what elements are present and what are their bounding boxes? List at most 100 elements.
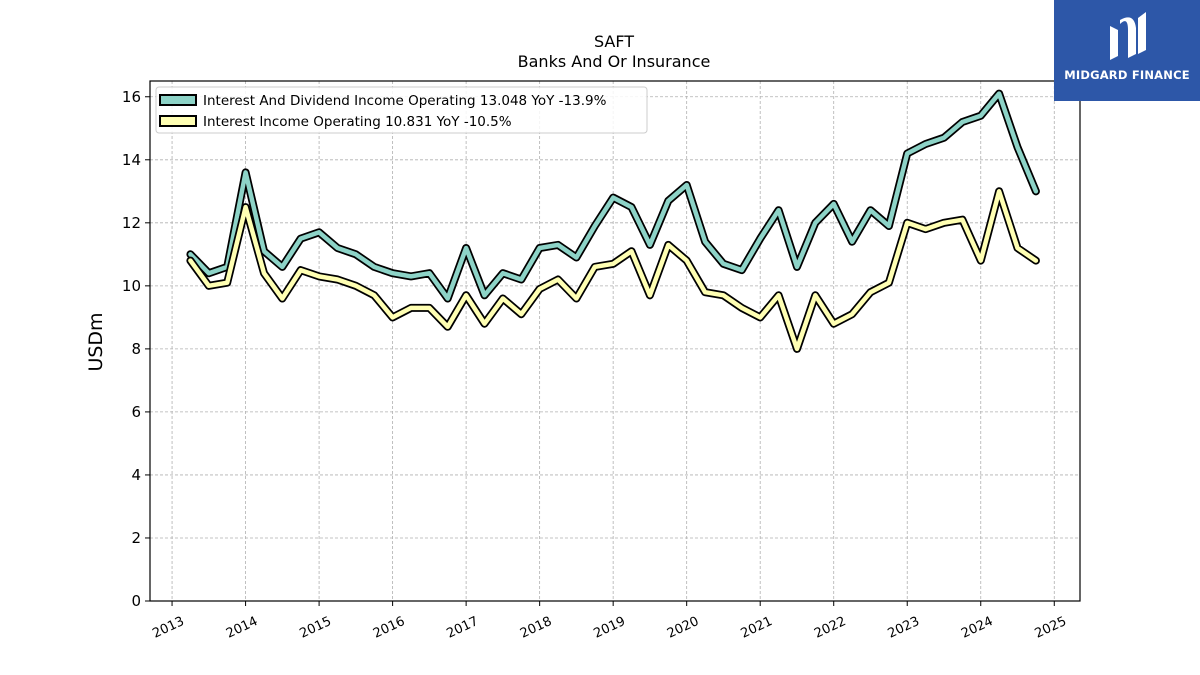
data-point	[502, 272, 504, 275]
data-point	[483, 294, 486, 297]
data-point	[465, 247, 467, 249]
data-point	[998, 190, 1000, 193]
legend-swatch	[159, 94, 197, 106]
y-tick-label: 14	[122, 151, 141, 169]
data-point	[961, 121, 964, 123]
data-point	[593, 266, 596, 268]
data-point	[814, 294, 817, 297]
midgard-finance-logo: MIDGARD FINANCE	[1054, 0, 1200, 101]
data-point	[520, 313, 523, 316]
legend-box	[155, 86, 648, 134]
data-point	[777, 209, 780, 212]
x-tick-label: 2017	[444, 614, 480, 642]
data-point	[502, 297, 504, 300]
data-point	[538, 288, 541, 290]
data-point	[630, 250, 633, 252]
y-tick-label: 12	[122, 214, 141, 232]
chart-subtitle: Banks And Or Insurance	[518, 52, 711, 71]
data-point	[906, 222, 909, 224]
data-point	[722, 262, 725, 265]
data-point	[373, 266, 376, 268]
x-tick-label: 2018	[518, 614, 554, 642]
data-point	[465, 294, 467, 297]
y-axis-label: USDm	[85, 312, 107, 371]
data-point	[355, 253, 357, 256]
logo-mark-icon	[1110, 12, 1146, 60]
y-tick-label: 4	[131, 466, 141, 484]
data-point	[299, 269, 302, 271]
data-point	[704, 291, 706, 293]
data-point	[851, 313, 853, 316]
data-point	[244, 206, 247, 208]
data-point	[924, 228, 927, 230]
x-axis: 2013 2014 2015 2016 2017 2018 2019 2020 2021 2022…	[150, 601, 1069, 642]
data-point	[391, 316, 394, 319]
data-point	[924, 143, 927, 145]
data-point	[961, 218, 964, 221]
data-point	[722, 294, 725, 297]
data-point	[741, 307, 743, 309]
data-point	[483, 322, 486, 325]
data-point	[888, 281, 890, 284]
data-point	[1035, 259, 1037, 262]
data-point	[832, 322, 835, 325]
series-line-1	[188, 189, 1039, 352]
data-point	[1035, 190, 1037, 193]
data-point	[979, 259, 982, 262]
x-tick-label: 2020	[665, 614, 701, 642]
plot-frame	[149, 80, 1081, 602]
data-point	[649, 244, 651, 246]
data-point	[593, 225, 596, 227]
data-point	[759, 237, 761, 240]
data-point	[318, 231, 320, 234]
legend-label: Interest Income Operating 10.831 YoY -10…	[203, 114, 512, 130]
data-point	[336, 278, 339, 281]
data-point	[281, 297, 284, 300]
data-point	[814, 222, 817, 224]
legend: Interest And Dividend Income Operating 1…	[155, 86, 648, 134]
x-tick-label: 2015	[297, 614, 333, 642]
data-point	[796, 348, 798, 350]
data-point	[979, 114, 982, 117]
y-axis: 0 2 4 6 8 10 12 14 16	[122, 88, 150, 610]
data-point	[888, 225, 890, 227]
data-point	[851, 240, 853, 243]
data-point	[612, 262, 614, 265]
data-point	[281, 266, 284, 268]
data-point	[208, 285, 210, 287]
y-tick-label: 10	[122, 277, 141, 295]
data-point	[355, 285, 357, 287]
y-tick-label: 8	[131, 340, 141, 358]
data-point	[244, 171, 247, 174]
data-point	[759, 316, 761, 319]
data-point	[428, 307, 431, 309]
data-point	[299, 237, 302, 240]
data-point	[263, 250, 265, 252]
data-point	[575, 297, 578, 300]
data-point	[667, 199, 670, 202]
data-point	[446, 326, 449, 328]
grid	[150, 81, 1080, 602]
data-point	[263, 272, 265, 275]
data-point	[410, 275, 412, 278]
data-point	[906, 152, 909, 155]
data-point	[796, 266, 798, 268]
data-point	[557, 244, 559, 246]
data-point	[208, 272, 210, 275]
data-point	[667, 244, 670, 246]
x-tick-label: 2022	[812, 614, 848, 642]
data-point	[649, 294, 651, 297]
data-point	[998, 92, 1000, 95]
data-point	[630, 206, 633, 208]
data-point	[428, 272, 431, 275]
series-outline-1	[186, 187, 1040, 353]
data-point	[943, 136, 945, 139]
data-point	[832, 203, 835, 205]
y-tick-label: 2	[131, 529, 141, 547]
data-point	[612, 196, 614, 199]
x-tick-label: 2019	[592, 614, 628, 642]
data-point	[520, 278, 523, 281]
legend-swatch	[159, 115, 197, 127]
logo-text: MIDGARD FINANCE	[1064, 68, 1190, 82]
